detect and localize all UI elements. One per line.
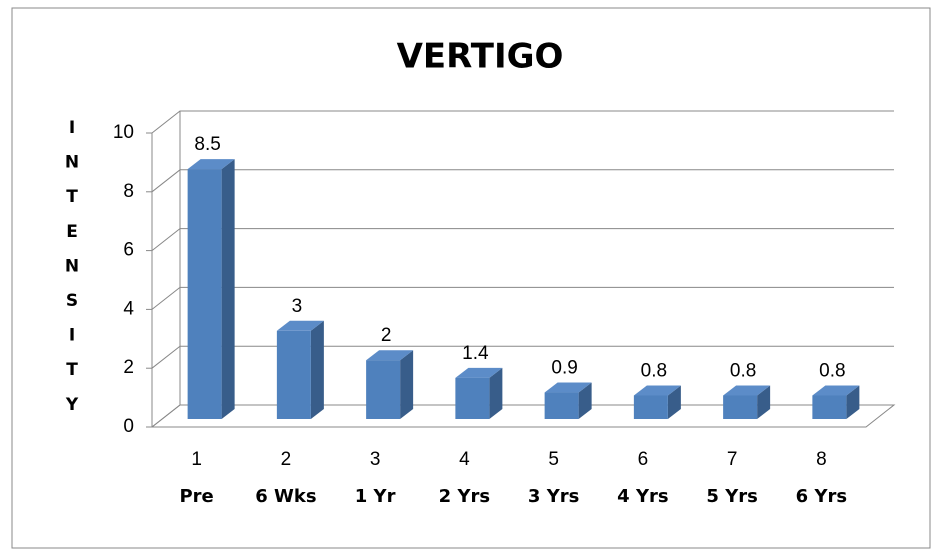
y-tick-label: 10 (113, 122, 134, 143)
y-tick-label: 0 (123, 416, 134, 437)
bar-side (846, 385, 860, 419)
value-label: 3 (292, 296, 303, 317)
x-tick-number: 1 (191, 449, 202, 470)
x-tick-number: 5 (548, 449, 559, 470)
y-axis-label: INTENSITY (62, 118, 82, 430)
value-label: 0.9 (551, 358, 577, 379)
grid-line (151, 110, 894, 134)
y-tick-label: 4 (123, 298, 134, 319)
bar-top (187, 159, 235, 170)
bar (187, 169, 222, 419)
bar-top (633, 385, 681, 396)
x-tick-number: 7 (727, 449, 738, 470)
bar-top (544, 382, 592, 393)
bar (544, 392, 579, 419)
bar (633, 395, 668, 419)
x-tick-label: 2 Yrs (439, 486, 490, 507)
bar-top (723, 385, 771, 396)
value-label: 1.4 (462, 343, 489, 364)
bar (455, 377, 490, 419)
value-label: 0.8 (641, 360, 667, 381)
x-tick-label: 5 Yrs (706, 486, 757, 507)
bar-top (366, 350, 414, 361)
bar-top (455, 367, 503, 378)
y-tick-label: 2 (123, 357, 134, 378)
bar-side (757, 385, 771, 419)
x-tick-label: Pre (179, 486, 213, 507)
x-tick-label: 6 Wks (255, 486, 316, 507)
chart-border (11, 7, 931, 549)
bar-top (812, 385, 860, 396)
x-tick-number: 8 (816, 449, 827, 470)
x-tick-number: 4 (459, 449, 470, 470)
bar-side (667, 385, 681, 419)
x-tick-label: 1 Yr (355, 486, 396, 507)
x-tick-label: 4 Yrs (617, 486, 668, 507)
value-label: 8.5 (194, 134, 220, 155)
bar-side (578, 382, 592, 419)
value-label: 0.8 (819, 360, 845, 381)
bar (276, 330, 311, 419)
bar (366, 360, 401, 419)
x-tick-number: 3 (370, 449, 381, 470)
x-tick-label: 3 Yrs (528, 486, 579, 507)
bar-side (400, 350, 414, 419)
bar-side (310, 320, 324, 419)
value-label: 2 (381, 325, 392, 346)
y-tick-label: 6 (123, 240, 134, 261)
bar-side (221, 159, 235, 419)
y-tick-label: 8 (123, 181, 134, 202)
grid-line (151, 169, 894, 193)
bar (723, 395, 758, 419)
bar-side (489, 367, 503, 419)
chart-title: VERTIGO (397, 37, 564, 77)
grid-line (151, 286, 894, 310)
x-tick-number: 6 (638, 449, 649, 470)
grid-line (151, 228, 894, 251)
x-tick-label: 6 Yrs (796, 486, 847, 507)
bar-top (276, 320, 324, 331)
x-tick-number: 2 (281, 449, 292, 470)
value-label: 0.8 (730, 360, 756, 381)
grid-line (151, 345, 894, 369)
bar (812, 395, 847, 419)
